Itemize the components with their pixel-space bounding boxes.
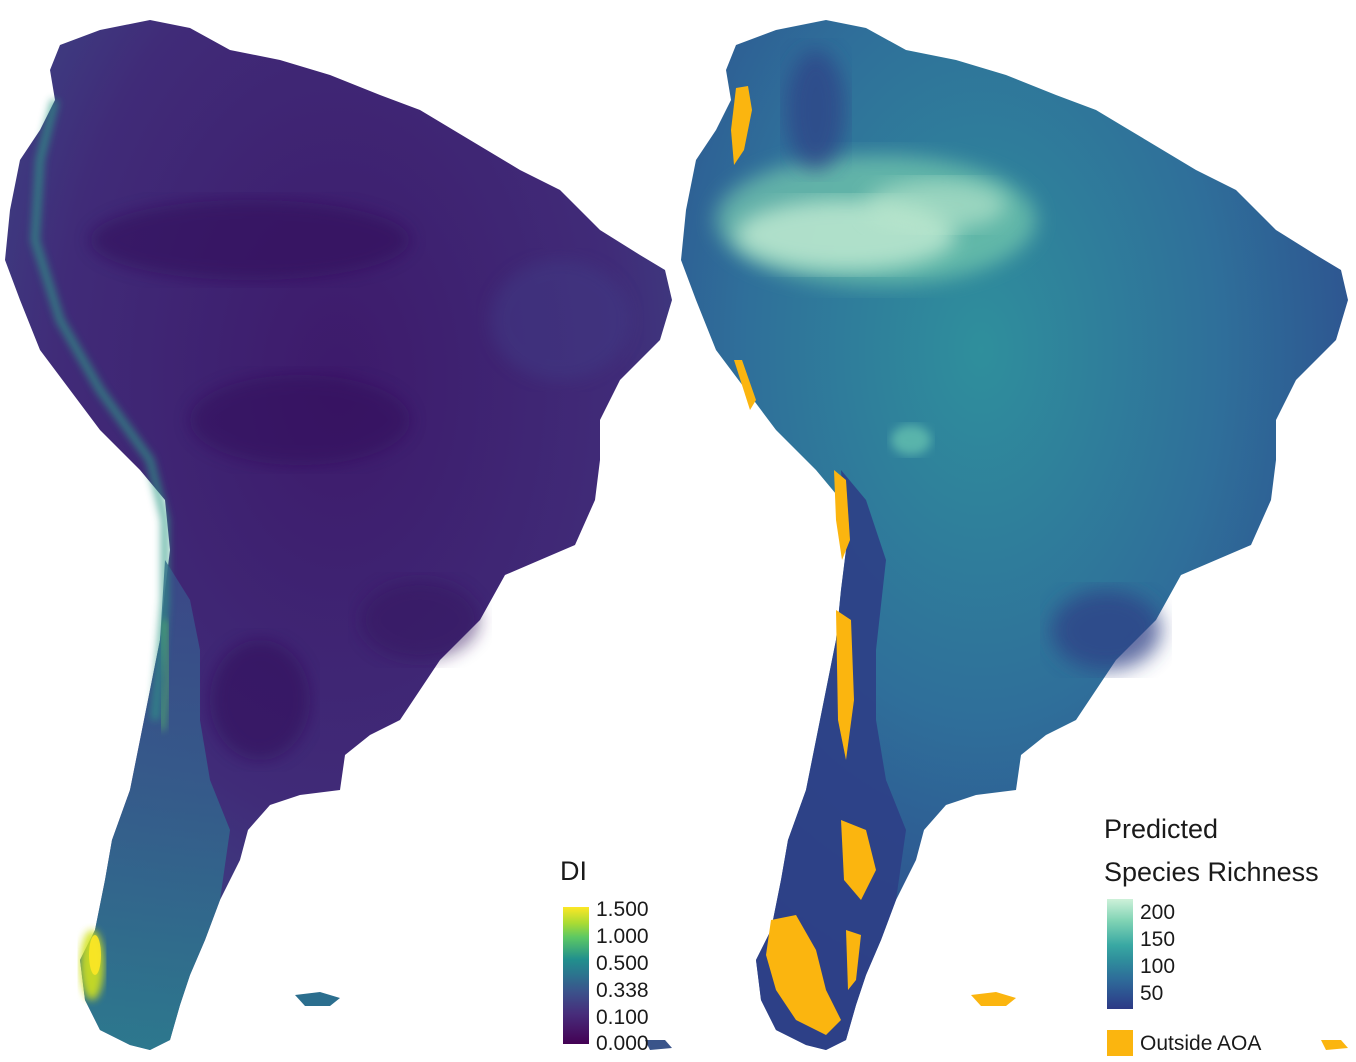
outside-aoa-swatch <box>1107 1030 1133 1056</box>
di-tick-label: 1.000 <box>596 925 649 948</box>
di-tick-label: 1.500 <box>596 898 649 921</box>
richness-colorbar <box>1107 899 1133 1009</box>
di-colorbar <box>563 907 589 1044</box>
richness-legend: Predicted Species Richness 200 150 100 5… <box>1104 808 1354 1062</box>
richness-tick-label: 100 <box>1140 955 1176 978</box>
di-tick-label: 0.000 <box>596 1032 649 1055</box>
di-map-panel: DI 1.500 1.000 0.500 0.338 0.100 0.000 <box>5 20 680 1062</box>
di-tick-label: 0.500 <box>596 952 649 975</box>
richness-legend-title-line2: Species Richness <box>1104 857 1319 887</box>
richness-tick-label: 150 <box>1140 928 1176 951</box>
south-america-landmass <box>5 20 672 1050</box>
di-tick-label: 0.100 <box>596 1006 649 1029</box>
di-legend: DI 1.500 1.000 0.500 0.338 0.100 0.000 <box>560 850 680 1062</box>
south-america-landmass <box>681 20 1348 1050</box>
richness-tick-label: 200 <box>1140 901 1176 924</box>
richness-tick-label: 50 <box>1140 982 1164 1005</box>
richness-tick-labels: 200 150 100 50 <box>1140 901 1230 1011</box>
richness-legend-title-line1: Predicted <box>1104 814 1219 844</box>
di-legend-title: DI <box>560 856 587 886</box>
di-tick-labels: 1.500 1.000 0.500 0.338 0.100 0.000 <box>596 898 680 1058</box>
richness-map <box>681 20 1348 1050</box>
richness-map-panel: Predicted Species Richness 200 150 100 5… <box>676 0 1356 1062</box>
di-map <box>5 20 672 1050</box>
di-tick-label: 0.338 <box>596 979 649 1002</box>
outside-aoa-label: Outside AOA <box>1140 1032 1262 1055</box>
outside-aoa-areas <box>731 86 1348 1050</box>
